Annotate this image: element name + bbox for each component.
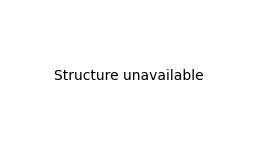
Text: Structure unavailable: Structure unavailable	[54, 69, 204, 83]
